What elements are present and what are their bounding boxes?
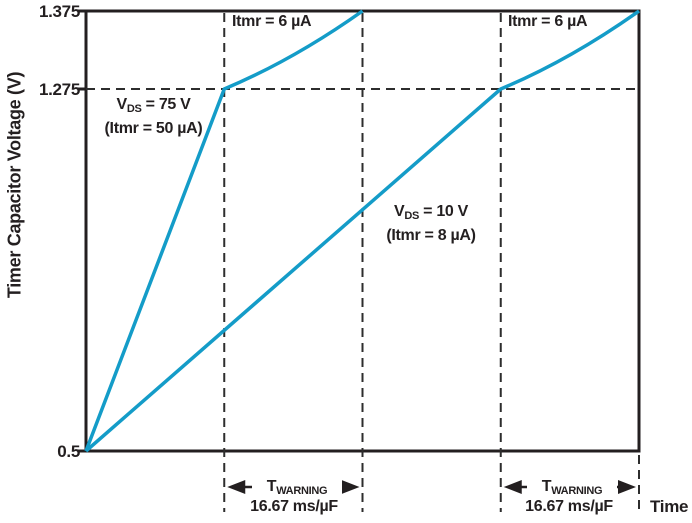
arrowhead-left-icon <box>227 480 246 494</box>
annotation-vds10: VDS = 10 V (Itmr = 8 µA) <box>371 202 491 245</box>
annotation-twarning-left: TWARNING <box>252 477 342 501</box>
arrowhead-right-icon <box>341 480 360 494</box>
arrowhead-right-icon <box>618 480 636 494</box>
annotation-vds10-line1: VDS = 10 V <box>393 203 469 222</box>
annotation-twarning-left-rate: 16.67 ms/µF <box>250 498 338 515</box>
annotation-itmr6-right: Itmr = 6 µA <box>508 13 588 30</box>
y-tick-1-275: 1.275 <box>38 80 80 99</box>
curve-vds10 <box>84 9 641 453</box>
annotation-twarning-right: TWARNING <box>527 477 617 501</box>
x-axis-title: Time <box>650 497 689 516</box>
twarning-left-subscript: WARNING <box>276 485 328 497</box>
annotation-vds10-line2: (Itmr = 8 µA) <box>386 227 476 244</box>
twarning-right-subscript: WARNING <box>551 485 603 497</box>
y-tick-0-5: 0.5 <box>57 442 80 461</box>
annotation-vds75-line1: VDS = 75 V <box>116 96 191 115</box>
y-tick-1-375: 1.375 <box>38 2 80 21</box>
y-axis-title: Timer Capacitor Voltage (V) <box>4 71 25 299</box>
annotation-twarning-right-rate: 16.67 ms/µF <box>525 498 613 515</box>
curve-vds75 <box>84 9 364 452</box>
annotation-vds75-line2: (Itmr = 50 µA) <box>104 120 203 137</box>
arrowhead-left-icon <box>503 480 522 494</box>
annotation-itmr6-left: Itmr = 6 µA <box>232 13 312 30</box>
annotation-vds75: VDS = 75 V (Itmr = 50 µA) <box>92 95 215 138</box>
vds10-subscript: DS <box>404 210 419 222</box>
vds75-subscript: DS <box>126 103 142 115</box>
